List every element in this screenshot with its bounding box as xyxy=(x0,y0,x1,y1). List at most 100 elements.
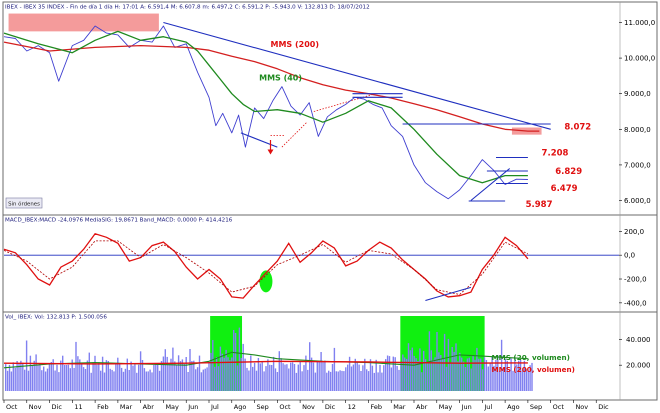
x-tick-label-10: Ago xyxy=(234,403,247,411)
volume-bar xyxy=(259,363,261,391)
volume-bar xyxy=(8,364,11,391)
volume-bar xyxy=(143,368,146,391)
volume-bar xyxy=(424,359,427,391)
volume-bar xyxy=(278,351,280,391)
volume-bar xyxy=(246,367,248,391)
volume-bar xyxy=(356,361,358,391)
volume-bar xyxy=(396,366,398,391)
volume-bar xyxy=(145,371,147,391)
no-orders-button[interactable]: Sin órdenes xyxy=(5,197,43,209)
volume-bar xyxy=(149,369,151,391)
volume-bar xyxy=(481,369,484,391)
price-annotation-3: 7.208 xyxy=(542,148,569,158)
price-annotation-1: MMS (40) xyxy=(259,74,302,83)
price-trendline-1 xyxy=(240,132,278,148)
volume-bar xyxy=(52,359,54,391)
volume-bar xyxy=(474,359,476,391)
volume-bar xyxy=(111,369,113,391)
volume-bar xyxy=(58,372,60,391)
volume-bar xyxy=(430,350,432,391)
volume-bar xyxy=(172,347,174,391)
volume-bar xyxy=(62,355,64,391)
volume-bar xyxy=(483,357,486,391)
x-tick-label-4: Feb xyxy=(97,403,109,411)
volume-bar xyxy=(153,365,155,391)
volume-bar xyxy=(529,365,531,391)
x-tick-label-26: Dic xyxy=(598,403,609,411)
volume-annotation-1: MMS (200, volumen) xyxy=(491,365,574,374)
volume-bar xyxy=(189,349,191,391)
volume-bar xyxy=(236,365,239,391)
price-annotation-2: 8.072 xyxy=(564,123,591,133)
volume-bar xyxy=(502,368,505,391)
volume-bar xyxy=(67,364,70,391)
volume-bar xyxy=(510,358,512,391)
price-annotation-4: 6.829 xyxy=(555,167,582,177)
volume-bar xyxy=(33,360,35,391)
volume-bar xyxy=(487,366,489,391)
macd-y-tick-label-0: 200,0 xyxy=(624,228,644,236)
volume-bar xyxy=(14,367,16,391)
volume-bar xyxy=(147,371,149,391)
volume-bar xyxy=(10,371,13,391)
x-tick-label-22: Ago xyxy=(507,403,520,411)
x-tick-label-19: May xyxy=(439,403,453,411)
volume-bar xyxy=(385,359,387,391)
price-series-mms40 xyxy=(3,30,528,184)
volume-bar xyxy=(100,370,102,391)
volume-bar xyxy=(352,364,355,391)
volume-bar xyxy=(521,370,524,391)
volume-bar xyxy=(421,372,423,391)
volume-bar xyxy=(109,368,111,391)
plot-layer xyxy=(3,21,619,391)
volume-bar xyxy=(326,372,328,391)
volume-bar xyxy=(141,360,144,391)
volume-bar xyxy=(261,361,263,391)
volume-annotation-0: MMS (20, volumen) xyxy=(491,353,569,362)
volume-bar xyxy=(394,357,396,391)
volume-bar xyxy=(366,369,368,391)
volume-bar xyxy=(225,349,227,391)
volume-bar xyxy=(447,338,450,391)
macd-y-tick-label-2: -200,0 xyxy=(624,276,647,284)
volume-bar xyxy=(411,347,413,391)
volume-bar xyxy=(138,364,140,391)
volume-bar xyxy=(69,368,71,391)
volume-bar xyxy=(198,355,201,391)
x-tick-label-0: Oct xyxy=(6,403,18,411)
volume-bar xyxy=(139,351,142,391)
volume-bar xyxy=(506,360,508,391)
volume-bar xyxy=(269,364,271,391)
volume-bar xyxy=(329,371,332,391)
volume-bar xyxy=(155,363,157,391)
volume-bar xyxy=(360,371,362,391)
x-tick-label-16: Feb xyxy=(370,403,382,411)
macd-panel-frame xyxy=(2,214,658,313)
volume-bar xyxy=(495,359,497,391)
volume-bar xyxy=(295,372,298,391)
volume-bar xyxy=(373,372,375,391)
volume-bar xyxy=(405,358,408,391)
volume-bar xyxy=(470,368,472,391)
volume-bar xyxy=(54,370,56,391)
volume-bar xyxy=(79,359,81,391)
x-tick-label-8: Jun xyxy=(187,403,198,411)
price-y-tick-label-1: 10.000,0 xyxy=(624,55,655,63)
price-y-tick-label-3: 8.000,0 xyxy=(624,126,651,134)
volume-bar xyxy=(500,339,503,391)
volume-panel-header: Vol_ IBEX: Vol: 132.813 P: 1.500.056 xyxy=(5,315,107,321)
volume-bar xyxy=(107,361,109,391)
volume-bar xyxy=(92,362,94,391)
volume-bar xyxy=(31,365,33,391)
volume-bar xyxy=(185,357,187,391)
x-tick-label-13: Nov xyxy=(302,403,315,411)
volume-bar xyxy=(423,350,425,391)
volume-bar xyxy=(288,368,290,391)
annotation-layer: MMS (200) MMS (40) 8.072 7.208 6.829 6.479 5.9… xyxy=(259,40,591,374)
volume-bar xyxy=(426,363,429,391)
volume-bar xyxy=(130,361,132,391)
volume-bar xyxy=(162,356,165,391)
volume-bar xyxy=(134,364,136,391)
volume-bar xyxy=(335,371,337,391)
volume-bar xyxy=(518,360,520,391)
